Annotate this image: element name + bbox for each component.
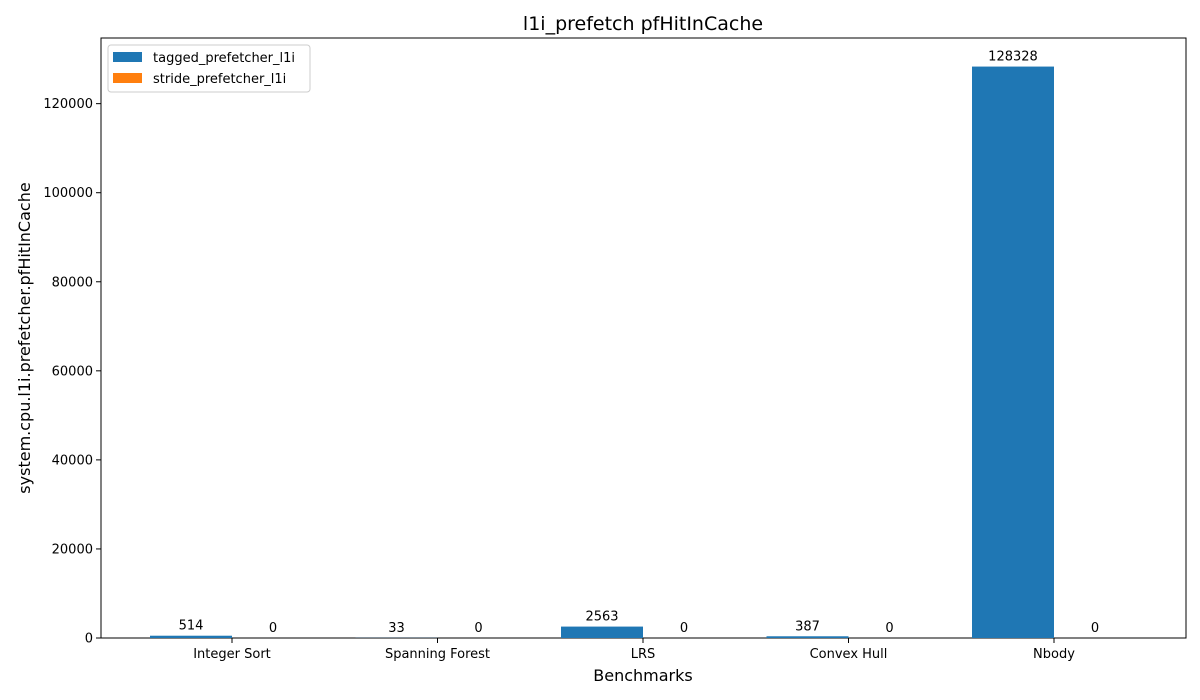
x-axis: Integer Sort Spanning Forest LRS Convex Hul…	[193, 638, 1075, 662]
y-tick-label: 100000	[43, 186, 93, 201]
y-tick-label: 60000	[52, 364, 93, 379]
legend-label: tagged_prefetcher_l1i	[153, 51, 295, 66]
legend-swatch	[113, 52, 142, 62]
y-tick-label: 20000	[52, 542, 93, 557]
x-tick-label: Nbody	[1033, 647, 1075, 662]
x-tick-label: LRS	[631, 647, 656, 662]
bar-value-label: 128328	[988, 50, 1038, 65]
data-labels: 514 0 33 0 2563 0 387 0 128328 0	[179, 50, 1100, 636]
bar	[766, 636, 849, 638]
legend-frame	[107, 44, 311, 93]
legend: tagged_prefetcher_l1i stride_prefetcher_l…	[107, 44, 311, 93]
bars	[150, 66, 1054, 639]
y-tick-label: 80000	[52, 275, 93, 290]
bar-value-label: 0	[474, 621, 482, 636]
bar-value-label: 0	[269, 621, 277, 636]
bar-value-label: 0	[1091, 621, 1099, 636]
x-tick-label: Convex Hull	[810, 647, 888, 662]
bar-value-label: 387	[795, 619, 820, 634]
bar-value-label: 33	[388, 621, 405, 636]
y-tick-label: 40000	[52, 453, 93, 468]
bar-value-label: 2563	[585, 610, 618, 625]
y-axis: 0 20000 40000 60000 80000 100000 120000	[43, 97, 101, 647]
legend-swatch	[113, 73, 142, 83]
bar-value-label: 0	[885, 621, 893, 636]
y-axis-title: system.cpu.l1i.prefetcher.pfHitInCache	[15, 182, 34, 493]
y-tick-label: 120000	[43, 97, 93, 112]
bar	[561, 626, 643, 638]
x-tick-label: Spanning Forest	[385, 647, 490, 662]
bar-value-label: 514	[179, 619, 204, 634]
y-tick-label: 0	[85, 632, 93, 647]
x-tick-label: Integer Sort	[193, 647, 271, 662]
x-axis-title: Benchmarks	[593, 666, 692, 685]
chart-title: l1i_prefetch pfHitInCache	[523, 13, 763, 35]
legend-label: stride_prefetcher_l1i	[153, 72, 286, 87]
bar	[150, 635, 232, 638]
bar	[972, 66, 1054, 639]
bar-value-label: 0	[680, 621, 688, 636]
